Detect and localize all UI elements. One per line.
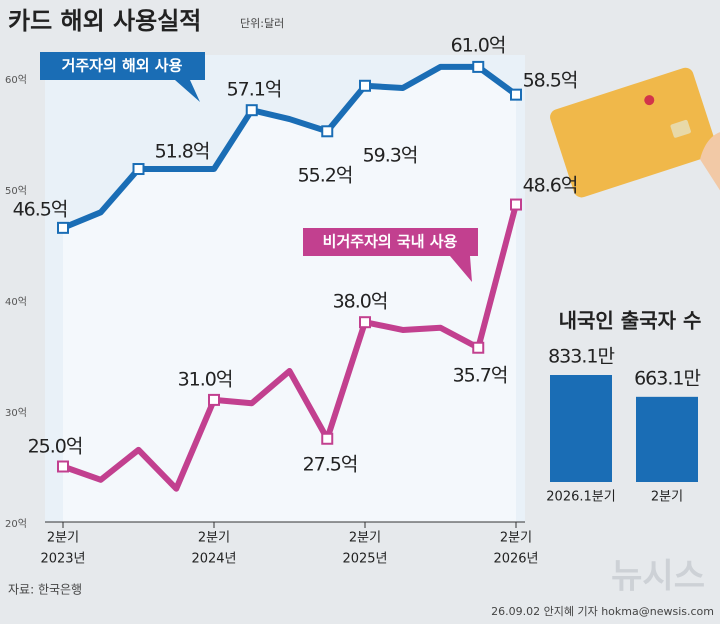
x-tick-label: 2026.1분기: [546, 490, 615, 505]
point-marker: [208, 393, 220, 406]
point-marker: [359, 79, 371, 92]
bar: [550, 375, 612, 482]
callout-box: [40, 52, 205, 102]
y-tick-label: 20억: [5, 518, 27, 530]
point-marker: [472, 341, 485, 354]
point-marker: [359, 316, 371, 329]
x-tick-label: 2분기: [349, 531, 381, 546]
point-marker: [510, 198, 522, 211]
value-label: 46.5억: [13, 199, 68, 221]
x-tick-label: 2분기: [198, 531, 230, 546]
x-tick-label: 2분기: [47, 531, 79, 546]
point-marker: [321, 432, 334, 445]
point-marker: [57, 221, 69, 234]
point-marker: [57, 460, 69, 473]
unit: 단위:달러: [240, 17, 284, 30]
legend-label: 비거주자의 국내 사용: [323, 233, 458, 251]
value-label: 51.8억: [155, 141, 210, 163]
value-label: 55.2억: [298, 165, 353, 187]
value-label: 27.5억: [303, 454, 358, 476]
legend-label: 거주자의 해외 사용: [62, 57, 183, 75]
value-label: 57.1억: [227, 79, 282, 101]
x-tick-label: 2분기: [651, 490, 683, 505]
value-label: 25.0억: [28, 436, 83, 458]
value-label: 663.1만: [634, 367, 700, 389]
value-label: 61.0억: [451, 35, 506, 57]
y-tick-label: 50억: [5, 185, 27, 197]
point-marker: [510, 88, 522, 101]
source: 자료: 한국은행: [8, 582, 82, 597]
chart-title: 카드 해외 사용실적: [8, 7, 201, 35]
point-marker: [245, 104, 258, 117]
x-tick-label: 2026년: [493, 552, 538, 567]
value-label: 58.5억: [523, 70, 578, 92]
value-label: 833.1만: [548, 346, 614, 368]
point-marker: [321, 125, 334, 138]
y-tick-label: 40억: [5, 296, 27, 308]
point-marker: [472, 60, 485, 73]
x-tick-label: 2025년: [342, 552, 387, 567]
watermark: 뉴시스: [611, 557, 705, 597]
x-tick-label: 2분기: [500, 531, 532, 546]
inset-title: 내국인 출국자 수: [559, 309, 702, 333]
point-marker: [132, 163, 145, 176]
card-illustration: [550, 67, 720, 198]
callout-box: [303, 228, 478, 282]
value-label: 59.3억: [363, 145, 418, 167]
value-label: 35.7억: [453, 365, 508, 387]
value-label: 38.0억: [333, 291, 388, 313]
value-label: 48.6억: [523, 175, 578, 197]
area-layer: [63, 66, 516, 523]
y-tick-label: 60억: [5, 74, 27, 86]
x-tick-label: 2023년: [40, 552, 85, 567]
value-label: 31.0억: [178, 369, 233, 391]
x-tick-label: 2024년: [191, 552, 236, 567]
y-tick-label: 30억: [5, 407, 27, 419]
bar: [636, 396, 698, 482]
series-line: [62, 203, 519, 492]
area: [63, 66, 516, 523]
credit: 26.09.02 안지혜 기자 hokma@newsis.com: [491, 605, 714, 618]
